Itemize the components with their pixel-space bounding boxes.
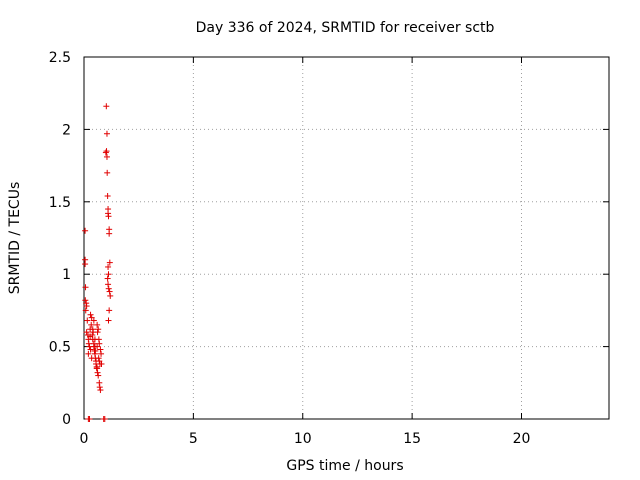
data-point	[84, 317, 91, 324]
chart-title: Day 336 of 2024, SRMTID for receiver sct…	[196, 20, 495, 36]
data-point	[106, 230, 113, 237]
data-point	[83, 303, 90, 310]
data-point	[88, 355, 95, 362]
data-point	[103, 153, 110, 160]
x-axis-label: GPS time / hours	[286, 458, 403, 474]
data-point	[105, 263, 112, 270]
data-point	[87, 346, 94, 353]
plot-frame	[83, 56, 610, 420]
axis-ticks: 0 5 10 15 20 0 0.5 1 1.5 2 2.5	[49, 50, 609, 447]
data-point	[82, 284, 89, 291]
data-point	[82, 297, 89, 304]
data-point	[97, 387, 104, 394]
x-tick-label: 0	[80, 431, 89, 447]
data-point	[82, 261, 89, 268]
data-point	[103, 148, 110, 155]
data-point	[96, 360, 103, 367]
data-point	[106, 307, 113, 314]
x-tick-label: 15	[403, 431, 421, 447]
data-point	[82, 307, 89, 314]
data-point	[103, 130, 110, 137]
data-point	[98, 350, 105, 357]
data-point	[97, 346, 104, 353]
x-tick-label: 5	[189, 431, 198, 447]
y-tick-label: 0	[62, 412, 71, 428]
data-point	[104, 193, 111, 200]
grid	[84, 57, 609, 419]
data-point	[105, 213, 112, 220]
data-point	[103, 103, 110, 110]
data-point	[88, 321, 95, 328]
data-point	[96, 358, 103, 365]
data-point	[94, 321, 101, 328]
data-point	[101, 416, 108, 422]
data-point	[105, 285, 112, 292]
data-point	[96, 384, 103, 391]
data-point	[94, 329, 101, 336]
data-point	[90, 317, 97, 324]
x-tick-label: 10	[294, 431, 312, 447]
y-tick-label: 0.5	[49, 340, 71, 356]
data-point	[95, 372, 102, 379]
data-point	[90, 343, 97, 350]
data-point	[107, 292, 114, 299]
data-point	[95, 355, 102, 362]
y-tick-label: 2.5	[49, 50, 71, 66]
data-point	[91, 336, 98, 343]
data-point	[94, 369, 101, 376]
data-point	[106, 288, 113, 295]
data-point	[93, 363, 100, 370]
data-point	[105, 271, 112, 278]
data-point	[82, 227, 89, 234]
data-points	[82, 103, 114, 422]
x-tick-label: 20	[513, 431, 531, 447]
data-point	[104, 275, 111, 282]
y-axis-label: SRMTID / TECUs	[7, 182, 23, 295]
data-point	[105, 317, 112, 324]
data-point	[105, 281, 112, 288]
y-tick-label: 1.5	[49, 195, 71, 211]
data-point	[87, 311, 94, 318]
y-tick-label: 1	[62, 267, 71, 283]
data-point	[96, 340, 103, 347]
data-point	[102, 149, 109, 156]
data-point	[92, 347, 99, 354]
data-point	[87, 333, 94, 340]
data-point	[89, 326, 96, 333]
data-point	[86, 416, 93, 422]
data-point	[95, 326, 102, 333]
y-tick-label: 2	[62, 122, 71, 138]
data-point	[85, 350, 92, 357]
data-point	[83, 329, 90, 336]
data-point	[104, 169, 111, 176]
data-point	[85, 340, 92, 347]
data-point	[106, 259, 113, 266]
